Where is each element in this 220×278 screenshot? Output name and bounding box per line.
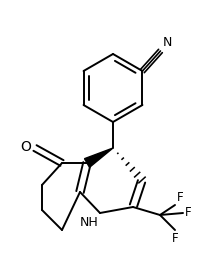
Text: F: F (172, 232, 178, 245)
Text: F: F (177, 191, 184, 204)
Text: F: F (185, 207, 192, 220)
Polygon shape (84, 148, 113, 167)
Text: NH: NH (79, 216, 98, 229)
Text: N: N (162, 36, 172, 49)
Text: O: O (20, 140, 31, 154)
